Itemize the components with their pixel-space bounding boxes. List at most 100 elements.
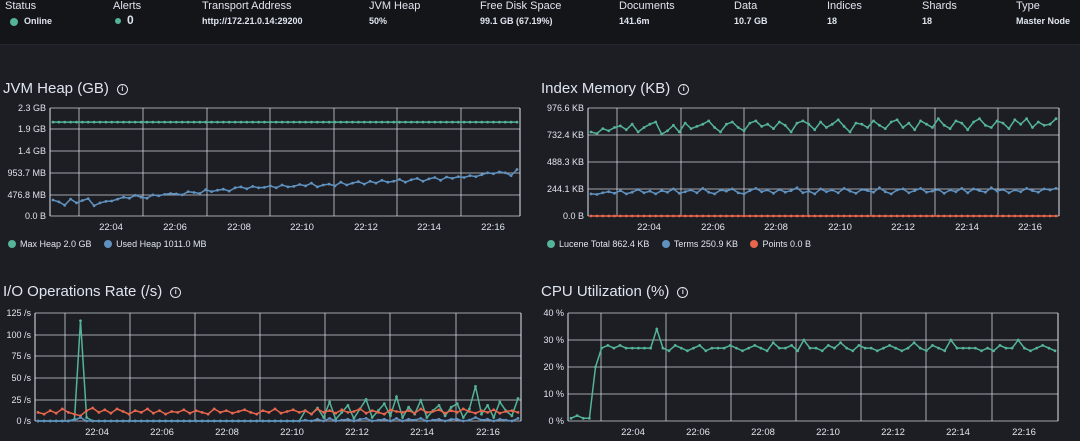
jvm-heap-chart[interactable]: 2.3 GB 1.9 GB 1.4 GB 953.7 MB 476.8 MB 0.0 B 2…: [0, 102, 530, 232]
data-point: [995, 214, 999, 218]
x-tick-label: 22:04: [85, 427, 109, 438]
data-point: [263, 186, 266, 189]
data-point: [1016, 338, 1020, 342]
data-point: [280, 120, 284, 124]
status-value: Online: [24, 16, 53, 26]
data-point: [869, 346, 873, 350]
data-point: [169, 120, 172, 124]
legend-item-terms[interactable]: Terms 250.9 KB: [661, 239, 738, 249]
data-point: [486, 411, 489, 414]
legend-item-used-heap[interactable]: Used Heap 1011.0 MB: [104, 239, 206, 249]
data-point: [104, 120, 108, 124]
data-point: [386, 120, 390, 124]
data-point: [249, 419, 253, 423]
cpu-utilization-chart[interactable]: 40 % 30 % 20 % 10 % 0 % 22:04 22:06 22:08 22:10 2…: [538, 305, 1068, 441]
data-point: [689, 188, 693, 192]
terms-swatch-icon: [661, 240, 670, 248]
data-point: [346, 404, 350, 407]
data-point: [425, 416, 429, 419]
data-point: [661, 346, 665, 350]
data-point: [351, 181, 354, 185]
legend-item-lucene-total[interactable]: Lucene Total 862.4 KB: [547, 239, 649, 249]
data-point: [115, 407, 119, 411]
data-point: [607, 214, 611, 218]
data-point: [984, 214, 987, 218]
alerts-label: Alerts: [113, 0, 142, 12]
data-point: [954, 190, 958, 194]
data-point: [57, 200, 61, 204]
data-point: [851, 349, 855, 353]
data-point: [133, 409, 137, 412]
data-point: [492, 416, 496, 419]
data-point: [673, 344, 677, 347]
legend-item-max-heap[interactable]: Max Heap 2.0 GB: [8, 239, 92, 249]
data-point: [492, 419, 496, 423]
io-rate-chart[interactable]: 125 /s 100 /s 75 /s 50 /s 25 /s 0 /s 22:04 22:0…: [0, 305, 530, 441]
alerts-value[interactable]: 0: [127, 13, 134, 27]
data-point: [754, 187, 758, 190]
data-point: [145, 120, 149, 124]
data-point: [925, 190, 928, 194]
data-point: [801, 191, 805, 195]
data-point: [382, 412, 386, 416]
x-tick-label: 22:10: [280, 427, 304, 438]
data-point: [901, 126, 905, 129]
data-point: [925, 214, 928, 218]
data-point: [225, 409, 228, 412]
data-point: [498, 120, 501, 124]
data-point: [883, 214, 887, 218]
data-point: [291, 408, 295, 412]
data-point: [297, 419, 301, 423]
data-point: [122, 195, 125, 199]
data-point: [912, 341, 916, 345]
data-point: [1007, 191, 1011, 195]
data-point: [1001, 121, 1005, 125]
info-icon[interactable]: i: [678, 84, 690, 95]
data-point: [158, 409, 161, 412]
data-point: [813, 128, 817, 132]
info-icon[interactable]: i: [170, 287, 182, 298]
data-point: [237, 419, 240, 423]
data-point: [1025, 214, 1028, 218]
data-point: [747, 346, 751, 350]
data-point: [888, 344, 891, 347]
data-point: [51, 120, 55, 124]
data-point: [218, 419, 222, 423]
info-icon[interactable]: i: [677, 287, 689, 298]
x-tick-label: 22:14: [410, 427, 434, 438]
data-point: [949, 338, 953, 342]
data-point: [245, 120, 249, 124]
data-point: [133, 419, 137, 423]
data-point: [304, 120, 307, 124]
data-point: [966, 191, 970, 195]
legend-item-points[interactable]: Points 0.0 B: [750, 239, 811, 249]
data-point: [648, 122, 652, 126]
data-point: [461, 419, 465, 423]
data-point: [421, 120, 425, 124]
index-memory-chart[interactable]: 976.6 KB 732.4 KB 488.3 KB 244.1 KB 0.0 B 22:…: [538, 102, 1068, 232]
data-point: [85, 419, 88, 423]
data-point: [1029, 349, 1032, 353]
data-point: [36, 419, 40, 423]
data-point: [455, 417, 459, 421]
data-point: [863, 346, 867, 350]
data-point: [937, 346, 940, 350]
data-point: [437, 408, 441, 412]
data-point: [480, 173, 484, 177]
data-point: [503, 120, 507, 124]
data-point: [443, 414, 447, 418]
data-point: [989, 126, 993, 129]
data-point: [672, 187, 675, 191]
data-point: [954, 214, 958, 218]
data-point: [825, 126, 828, 129]
data-point: [415, 177, 419, 180]
data-point: [315, 185, 319, 189]
data-point: [789, 130, 793, 134]
data-point: [955, 346, 959, 350]
data-point: [830, 188, 834, 192]
data-point: [954, 119, 958, 123]
data-point: [346, 411, 350, 414]
data-point: [409, 178, 413, 182]
info-icon[interactable]: i: [116, 84, 128, 95]
x-tick-label: 22:14: [417, 222, 441, 232]
